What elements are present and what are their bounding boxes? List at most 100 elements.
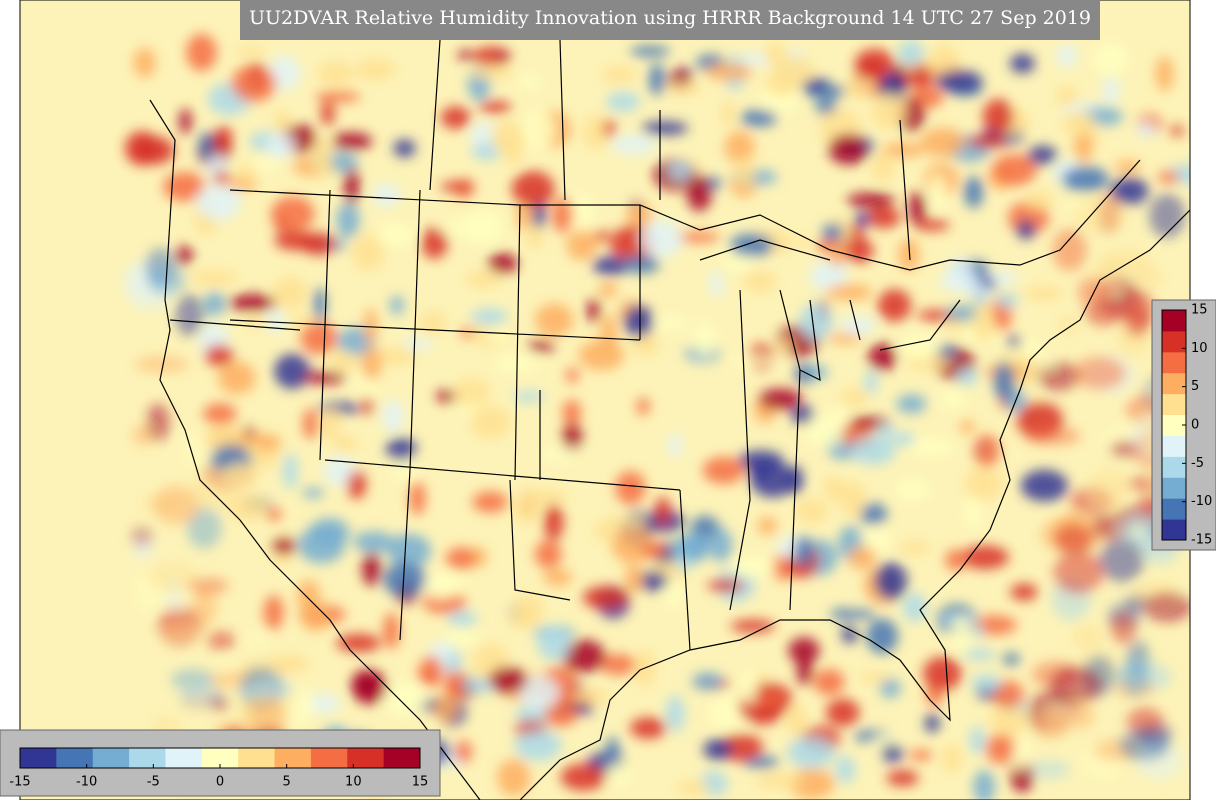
- field-blob: [1114, 160, 1141, 174]
- field-blob: [383, 562, 427, 598]
- field-blob: [678, 534, 711, 561]
- field-blob: [964, 467, 1003, 501]
- field-blob: [1109, 611, 1137, 645]
- field-blob: [839, 316, 876, 335]
- field-blob: [637, 571, 669, 591]
- field-blob: [527, 340, 556, 352]
- field-blob: [1036, 361, 1080, 391]
- field-blob: [967, 135, 1007, 149]
- field-blob: [263, 595, 284, 630]
- field-blob: [1027, 145, 1058, 165]
- colorbar-band: [129, 748, 166, 768]
- field-blob: [668, 433, 682, 458]
- field-blob: [796, 656, 813, 686]
- colorbar-tick-label: 0: [216, 775, 224, 790]
- field-blob: [376, 223, 417, 247]
- field-blob: [964, 286, 996, 297]
- field-blob: [382, 400, 404, 434]
- field-blob: [504, 139, 523, 167]
- field-blob: [513, 493, 541, 524]
- field-blob: [686, 174, 712, 212]
- field-blob: [247, 697, 287, 736]
- field-blob: [236, 164, 256, 182]
- field-blob: [703, 738, 733, 761]
- field-blob: [886, 770, 919, 787]
- field-blob: [317, 61, 354, 87]
- field-blob: [566, 230, 598, 261]
- field-blob: [1157, 171, 1180, 184]
- field-blob: [435, 390, 458, 403]
- colorbar-band: [1162, 310, 1186, 332]
- field-blob: [190, 270, 238, 286]
- colorbar-band: [165, 748, 203, 768]
- field-blob: [851, 436, 896, 465]
- field-blob: [897, 541, 932, 555]
- field-blob: [959, 420, 975, 434]
- field-blob: [721, 99, 735, 128]
- colorbar-band: [1162, 414, 1186, 436]
- field-blob: [446, 650, 462, 674]
- field-blob: [653, 317, 690, 330]
- field-blob: [583, 115, 610, 150]
- field-blob: [623, 255, 660, 274]
- colorbar-tick-label: -5: [1191, 456, 1204, 471]
- field-blob: [497, 759, 531, 797]
- field-blob: [320, 101, 335, 126]
- field-blob: [909, 749, 933, 761]
- field-blob: [511, 170, 555, 208]
- field-blob: [465, 270, 501, 288]
- field-blob: [866, 206, 901, 229]
- field-blob: [133, 48, 156, 78]
- field-blob: [350, 373, 367, 384]
- field-blob: [920, 127, 965, 157]
- field-blob: [163, 171, 206, 202]
- field-blob: [938, 391, 967, 408]
- field-blob: [866, 618, 899, 654]
- colorbar-band: [1162, 456, 1186, 478]
- field-blob: [772, 55, 814, 86]
- field-blob: [880, 744, 904, 763]
- field-blob: [673, 231, 721, 243]
- field-blob: [757, 516, 778, 535]
- colorbar-band: [92, 748, 130, 768]
- colorbar-band: [1162, 435, 1186, 457]
- field-blob: [300, 601, 331, 632]
- field-blob: [562, 421, 582, 455]
- field-blob: [178, 685, 224, 708]
- field-blob: [389, 295, 405, 315]
- field-blob: [840, 480, 866, 518]
- field-blob: [440, 181, 474, 192]
- field-blob: [624, 565, 644, 594]
- field-blob: [409, 481, 426, 516]
- field-blob: [859, 502, 888, 526]
- field-blob: [882, 142, 925, 158]
- field-blob: [969, 726, 986, 755]
- field-blob: [827, 333, 863, 344]
- field-blob: [170, 669, 215, 691]
- field-blob: [235, 46, 267, 57]
- field-blob: [924, 713, 940, 733]
- field-blob: [666, 577, 683, 609]
- field-blob: [648, 63, 665, 96]
- field-blob: [908, 191, 926, 225]
- field-blob: [864, 370, 878, 395]
- colorbar-band: [310, 748, 348, 768]
- field-blob: [228, 293, 277, 312]
- field-blob: [344, 167, 360, 205]
- field-blob: [913, 219, 950, 231]
- field-blob: [1023, 285, 1064, 301]
- field-blob: [186, 507, 222, 549]
- field-blob: [313, 287, 326, 322]
- field-blob: [582, 585, 629, 610]
- field-blob: [841, 624, 858, 644]
- field-blob: [1110, 177, 1149, 205]
- field-blob: [641, 121, 689, 136]
- field-blob: [354, 58, 396, 81]
- field-blob: [794, 498, 829, 525]
- field-blob: [518, 675, 560, 710]
- field-blob: [971, 674, 1002, 692]
- field-blob: [1013, 737, 1029, 772]
- field-blob: [705, 62, 753, 81]
- field-blob: [991, 680, 1024, 709]
- field-blob: [470, 405, 511, 439]
